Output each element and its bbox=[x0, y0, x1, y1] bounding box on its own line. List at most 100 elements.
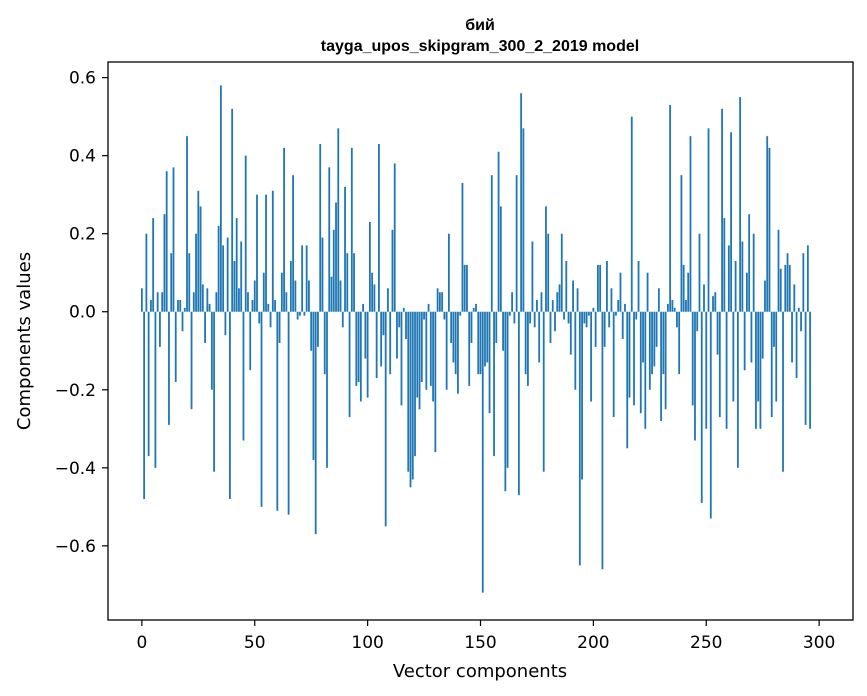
bar bbox=[380, 311, 383, 367]
chart-title: бий bbox=[465, 17, 495, 34]
bar bbox=[755, 311, 757, 429]
bar bbox=[567, 311, 570, 324]
bar bbox=[533, 311, 536, 328]
bar bbox=[612, 311, 615, 418]
bar bbox=[407, 311, 410, 472]
bar bbox=[301, 245, 304, 312]
bar bbox=[619, 272, 622, 312]
bar bbox=[253, 280, 256, 312]
bar bbox=[330, 276, 333, 312]
bar bbox=[436, 288, 439, 312]
bar bbox=[515, 175, 518, 312]
bar bbox=[418, 311, 421, 410]
bar bbox=[691, 311, 694, 406]
bar bbox=[391, 229, 394, 312]
bar bbox=[459, 311, 462, 316]
bar bbox=[655, 311, 658, 347]
bar bbox=[461, 182, 464, 312]
bar bbox=[217, 225, 220, 312]
bar bbox=[556, 292, 559, 312]
bar bbox=[310, 311, 313, 351]
bar bbox=[511, 292, 514, 312]
bar bbox=[800, 311, 802, 332]
bar bbox=[721, 108, 723, 312]
bar bbox=[687, 272, 690, 312]
bar bbox=[172, 167, 175, 312]
bar bbox=[210, 311, 213, 390]
bar bbox=[646, 272, 649, 312]
bar bbox=[705, 311, 708, 429]
bar bbox=[486, 311, 489, 363]
bar bbox=[752, 233, 755, 312]
bar bbox=[244, 155, 247, 312]
bar bbox=[587, 311, 590, 316]
bar bbox=[427, 303, 430, 312]
bar bbox=[493, 311, 495, 457]
bar bbox=[443, 311, 446, 320]
bar bbox=[353, 253, 355, 312]
bar bbox=[341, 311, 344, 328]
bar bbox=[782, 311, 784, 472]
bar bbox=[628, 311, 631, 398]
bar bbox=[472, 307, 475, 312]
bar bbox=[233, 261, 236, 312]
bar bbox=[578, 311, 581, 566]
bar bbox=[603, 311, 606, 347]
bar bbox=[371, 272, 374, 312]
bar bbox=[685, 300, 687, 312]
bar bbox=[653, 311, 656, 367]
bar bbox=[312, 311, 315, 461]
bar bbox=[522, 128, 525, 312]
bar bbox=[743, 311, 746, 371]
bar bbox=[770, 311, 773, 418]
bar bbox=[676, 311, 678, 328]
bar bbox=[378, 143, 380, 312]
bar bbox=[773, 311, 775, 347]
bar bbox=[709, 311, 712, 519]
bar bbox=[669, 104, 672, 312]
bar bbox=[517, 311, 520, 496]
bar bbox=[156, 292, 159, 312]
bar bbox=[809, 311, 812, 429]
bar bbox=[788, 264, 791, 312]
bar bbox=[260, 311, 263, 507]
bar bbox=[520, 93, 523, 312]
x-tick-label: 250 bbox=[690, 633, 722, 653]
bar bbox=[698, 233, 701, 312]
bar bbox=[475, 303, 477, 312]
bar bbox=[445, 311, 448, 390]
bar bbox=[470, 311, 473, 343]
bar bbox=[750, 311, 753, 363]
bar bbox=[384, 311, 387, 527]
bar bbox=[639, 311, 642, 414]
bar bbox=[748, 214, 751, 312]
bar bbox=[308, 280, 310, 312]
bar bbox=[143, 311, 146, 500]
bar bbox=[364, 311, 367, 359]
bar bbox=[601, 311, 604, 570]
bar bbox=[326, 311, 328, 468]
chart-subtitle: tayga_upos_skipgram_300_2_2019 model bbox=[321, 38, 639, 55]
bar bbox=[784, 264, 787, 312]
bar bbox=[791, 311, 793, 363]
bar bbox=[764, 280, 766, 312]
bar bbox=[269, 311, 272, 328]
bar bbox=[335, 202, 337, 312]
bar bbox=[201, 284, 204, 312]
bar bbox=[569, 311, 572, 355]
bar bbox=[504, 311, 507, 492]
bar bbox=[215, 292, 218, 312]
bar bbox=[660, 311, 663, 421]
bar bbox=[563, 311, 565, 320]
bar bbox=[285, 292, 288, 312]
bar bbox=[208, 303, 211, 312]
bar bbox=[536, 300, 538, 312]
y-tick-label: 0.6 bbox=[69, 69, 96, 89]
bar bbox=[651, 311, 653, 375]
bar bbox=[633, 311, 635, 406]
bar bbox=[414, 311, 416, 457]
bar bbox=[434, 311, 437, 453]
bar bbox=[725, 311, 728, 429]
bar bbox=[506, 311, 509, 468]
bar bbox=[280, 272, 283, 312]
